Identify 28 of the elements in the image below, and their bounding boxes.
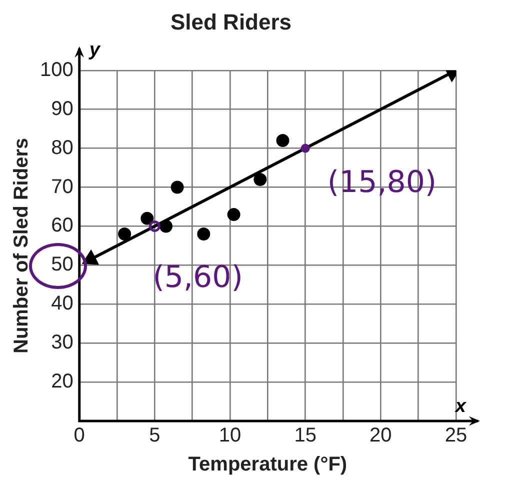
x-axis-title: Temperature (°F) [188,454,348,476]
point [227,208,240,222]
annotation: x [454,396,468,418]
x-tick-label: 25 [444,424,468,447]
y-tick-label: 50 [51,254,74,276]
x-tick-label: 20 [370,424,392,447]
chart-title: Sled Riders [170,9,292,34]
point [170,180,184,194]
point [254,172,267,186]
x-tick-label: 15 [294,424,316,447]
point [140,212,154,225]
y-tick-label: 40 [51,292,74,315]
y-axis-title: Number of Sled Riders [10,138,33,354]
y-tick-label: 70 [51,176,74,198]
y-tick-label: 90 [51,98,74,120]
x-tick-label: 10 [218,424,242,447]
text: y [88,40,102,61]
x-tick-label: 0 [74,424,85,447]
y-tick-label: 80 [51,136,74,159]
point [197,228,210,241]
y-tick-label: 30 [51,332,74,354]
x-tick-label: 5 [149,424,160,447]
y-tick-label: 20 [51,370,74,393]
point [118,228,132,241]
point [276,134,290,148]
y-tick-label: 100 [40,58,74,81]
point [159,220,172,233]
y-tick-label: 60 [51,214,74,237]
